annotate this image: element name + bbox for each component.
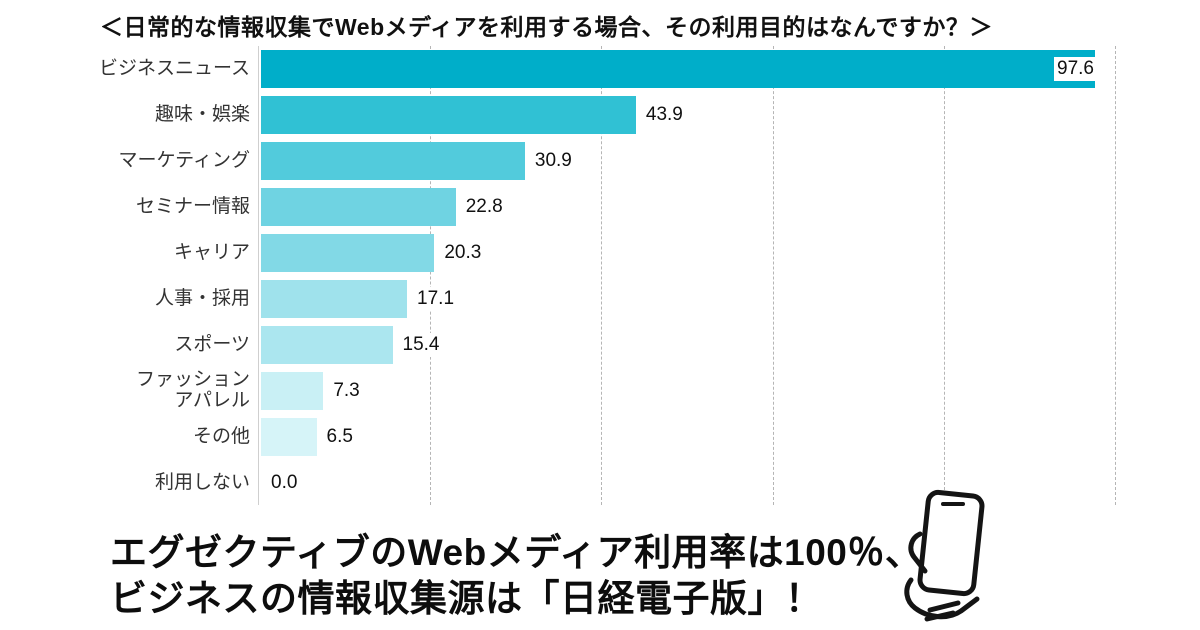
- bar-row: 人事・採用 17.1: [5, 276, 1115, 322]
- bar-track: 30.9: [261, 142, 1115, 180]
- bar-label: ファッション アパレル: [135, 369, 250, 411]
- bar: [261, 326, 393, 364]
- gridline: [1115, 46, 1116, 505]
- bar-track: 15.4: [261, 326, 1115, 364]
- bar-chart: ビジネスニュース 97.6 趣味・娯楽 43.9 マーケティング 30.9 セミナー情報 22…: [5, 46, 1116, 511]
- bar-value: 0.0: [268, 471, 301, 495]
- bar-track: 20.3: [261, 234, 1115, 272]
- bar-row: セミナー情報 22.8: [5, 184, 1115, 230]
- bar-row: ファッション アパレル 7.3: [5, 368, 1115, 414]
- bar-row: ビジネスニュース 97.6: [5, 46, 1115, 92]
- bar-value: 43.9: [642, 103, 686, 127]
- bar: [261, 418, 317, 456]
- bar-row: マーケティング 30.9: [5, 138, 1115, 184]
- bar-track: 17.1: [261, 280, 1115, 318]
- bar-label: ビジネスニュース: [98, 57, 250, 79]
- caption-line-1: エグゼクティブのWebメディア利用率は100％、: [110, 532, 923, 573]
- chart-grid: [258, 46, 1116, 505]
- bar-label: 利用しない: [154, 471, 250, 493]
- bar: [261, 234, 435, 272]
- caption-line-2: ビジネスの情報収集源は「日経電子版」！: [110, 578, 823, 620]
- bar-value: 17.1: [414, 287, 458, 311]
- chart-rows: ビジネスニュース 97.6 趣味・娯楽 43.9 マーケティング 30.9 セミナー情報 22…: [5, 46, 1115, 506]
- bar-track: 0.0: [261, 464, 1115, 502]
- bar-label: 趣味・娯楽: [154, 103, 250, 125]
- bar-row: 利用しない 0.0: [5, 460, 1115, 506]
- bar-row: その他 6.5: [5, 414, 1115, 460]
- bar: [261, 188, 456, 226]
- caption: エグゼクティブのWebメディア利用率は100％、 ビジネスの情報収集源は「日経電…: [110, 530, 922, 623]
- bar-track: 7.3: [261, 372, 1115, 410]
- bar-label: スポーツ: [174, 333, 250, 355]
- bar-value: 7.3: [330, 379, 363, 403]
- bar-value: 15.4: [399, 333, 443, 357]
- bar-label: セミナー情報: [135, 195, 250, 217]
- gridline: [772, 46, 774, 505]
- bar-label: マーケティング: [118, 149, 250, 171]
- bar-value: 6.5: [323, 425, 356, 449]
- bar-value: 22.8: [462, 195, 506, 219]
- bar-value: 30.9: [531, 149, 575, 173]
- bar: [261, 50, 1095, 88]
- bar-track: 22.8: [261, 188, 1115, 226]
- gridline: [430, 46, 432, 505]
- bar-value: 97.6: [1054, 57, 1097, 81]
- hand-holding-smartphone-icon: [880, 488, 1000, 630]
- bar-label: キャリア: [173, 241, 250, 263]
- bar-track: 97.6: [261, 50, 1115, 88]
- bar-track: 6.5: [261, 418, 1115, 456]
- gridline: [943, 46, 945, 505]
- bar: [261, 280, 408, 318]
- bar: [261, 96, 636, 134]
- chart-title: ＜日常的な情報収集でWebメディアを利用する場合、その利用目的はなんですか？＞: [100, 14, 993, 40]
- bar-row: 趣味・娯楽 43.9: [5, 92, 1115, 138]
- bar-label: その他: [192, 425, 250, 447]
- bar: [261, 372, 324, 410]
- bar-row: キャリア 20.3: [5, 230, 1115, 276]
- bar-track: 43.9: [261, 96, 1115, 134]
- bar-row: スポーツ 15.4: [5, 322, 1115, 368]
- bar-value: 20.3: [441, 241, 485, 265]
- bar-label: 人事・採用: [154, 287, 250, 309]
- gridline: [601, 46, 603, 505]
- bar: [261, 142, 525, 180]
